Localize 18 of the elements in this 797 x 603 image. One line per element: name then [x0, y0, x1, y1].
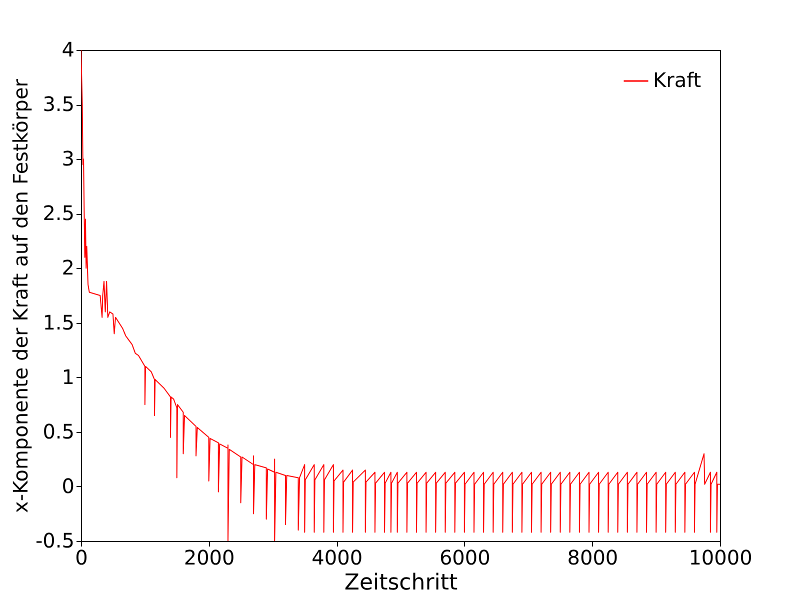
y-tick-label: 2 [62, 256, 74, 280]
y-tick-label: 3 [62, 146, 74, 171]
x-tick-label: 10000 [688, 546, 752, 570]
y-tick-label: 0 [62, 474, 74, 498]
y-tick-label: 2.5 [42, 201, 74, 226]
x-tick-label: 4000 [312, 546, 363, 570]
y-tick-label: 3.5 [42, 92, 74, 116]
y-tick-label: 1 [62, 364, 74, 389]
y-axis-title: x-Komponente der Kraft auf den Festkörper [8, 78, 32, 513]
x-tick-label: 6000 [439, 546, 490, 570]
y-tick-label: -0.5 [35, 528, 74, 552]
y-tick-label: 0.5 [42, 419, 74, 444]
x-tick-label: 8000 [567, 546, 618, 570]
x-tick-label: 2000 [184, 546, 235, 570]
x-axis-title: Zeitschritt [344, 570, 458, 596]
y-tick-label: 1.5 [42, 310, 74, 334]
legend-label: Kraft [653, 68, 702, 92]
y-tick-label: 4 [62, 38, 74, 62]
